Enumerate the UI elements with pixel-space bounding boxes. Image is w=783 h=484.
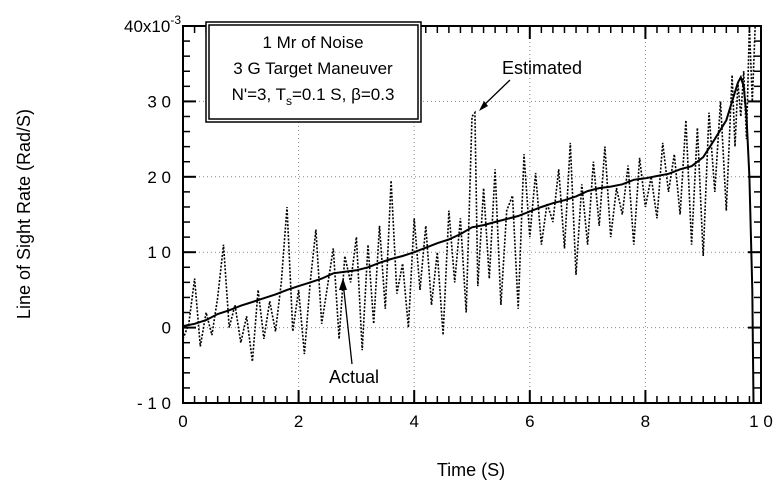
major-ticks: [182, 25, 762, 404]
x-tick-label: 8: [641, 412, 650, 431]
actual-annotation: Actual: [329, 278, 379, 387]
x-tick-label: 2: [294, 412, 303, 431]
y-multiplier-factor: x10: [143, 17, 170, 36]
legend-line-3-part1: N'=3, T: [232, 85, 286, 104]
y-tick-label: 3 0: [147, 92, 171, 111]
estimated-arrow-head: [479, 101, 488, 111]
estimated-annotation: Estimated: [479, 58, 582, 111]
actual-arrow-head: [339, 278, 347, 290]
y-multiplier-exponent: -3: [170, 13, 181, 27]
legend-box-inner-border: [208, 24, 419, 120]
y-multiplier-base: 40: [124, 17, 143, 36]
x-tick-label: 6: [525, 412, 534, 431]
x-tick-label: 4: [409, 412, 418, 431]
actual-series-line: [182, 74, 755, 404]
legend-line-2: 3 G Target Maneuver: [233, 59, 393, 78]
legend-line-3-subscript: s: [286, 94, 292, 108]
x-tick-label: 0: [178, 412, 187, 431]
actual-arrow-line: [342, 281, 353, 365]
legend-line-3-part2: =0.1 S, β=0.3: [292, 85, 394, 104]
y-axis-title: Line of Sight Rate (Rad/S): [14, 109, 34, 319]
actual-label: Actual: [329, 367, 379, 387]
estimated-series-line: [182, 25, 756, 362]
x-tick-label: 1 0: [749, 412, 773, 431]
legend-box: 1 Mr of Noise 3 G Target Maneuver N'=3, …: [205, 21, 422, 123]
legend-line-3: N'=3, Ts=0.1 S, β=0.3: [232, 85, 395, 108]
y-tick-label: 2 0: [147, 168, 171, 187]
y-tick-label: - 1 0: [137, 394, 171, 413]
plot-frame: [182, 25, 762, 404]
estimated-label: Estimated: [502, 58, 582, 78]
x-axis-title: Time (S): [437, 460, 505, 480]
y-axis-multiplier: 40x10-3: [124, 13, 181, 36]
x-tick-labels: 0 2 4 6 8 1 0: [178, 412, 773, 431]
y-tick-labels: - 1 0 0 1 0 2 0 3 0: [137, 92, 171, 413]
y-tick-label: 1 0: [147, 243, 171, 262]
legend-line-1: 1 Mr of Noise: [262, 33, 363, 52]
legend-box-border: [205, 21, 422, 123]
series-layer: [182, 25, 756, 404]
grid-lines: [183, 26, 761, 403]
y-tick-label: 0: [162, 319, 171, 338]
